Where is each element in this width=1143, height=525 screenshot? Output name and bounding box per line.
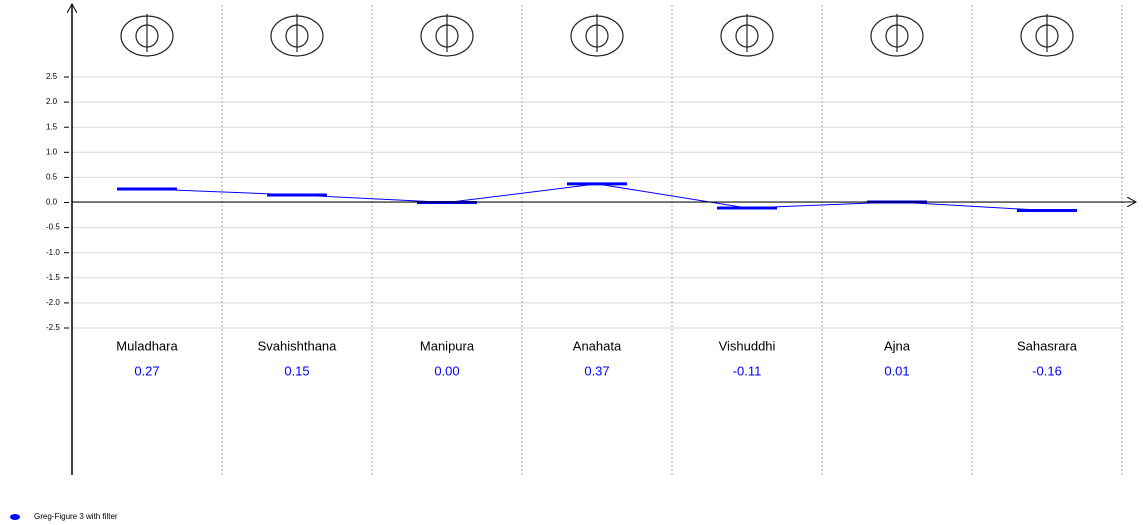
y-tick-label: 0.0 [46, 198, 58, 207]
y-tick-label: -2.0 [46, 298, 60, 307]
chakra-icons [120, 14, 1074, 57]
value-label: 0.37 [584, 363, 609, 378]
y-tick-label: -2.5 [46, 323, 60, 332]
legend-marker [10, 514, 20, 520]
x-tick-label: Sahasrara [1017, 338, 1078, 353]
x-tick-label: Svahishthana [258, 338, 338, 353]
y-tick-label: -1.5 [46, 273, 60, 282]
y-tick-label: -0.5 [46, 223, 60, 232]
legend-label: Greg-Figure 3 with filter [34, 512, 118, 521]
x-tick-label: Ajna [884, 338, 911, 353]
x-tick-label: Manipura [420, 338, 475, 353]
y-tick-label: 2.0 [46, 97, 58, 106]
x-tick-label: Vishuddhi [719, 338, 776, 353]
value-label: 0.01 [884, 363, 909, 378]
value-label: -0.16 [1032, 363, 1062, 378]
series-line [146, 183, 1048, 212]
y-tick-label: 2.5 [46, 72, 58, 81]
y-tick-label: 1.5 [46, 122, 58, 131]
y-tick-label: 1.0 [46, 147, 58, 156]
value-label: 0.15 [284, 363, 309, 378]
value-label: 0.00 [434, 363, 459, 378]
value-label: 0.27 [134, 363, 159, 378]
y-tick-label: -1.0 [46, 248, 60, 257]
x-tick-label: Anahata [573, 338, 622, 353]
x-tick-label: Muladhara [116, 338, 178, 353]
y-tick-label: 0.5 [46, 173, 58, 182]
value-label: -0.11 [733, 363, 762, 378]
